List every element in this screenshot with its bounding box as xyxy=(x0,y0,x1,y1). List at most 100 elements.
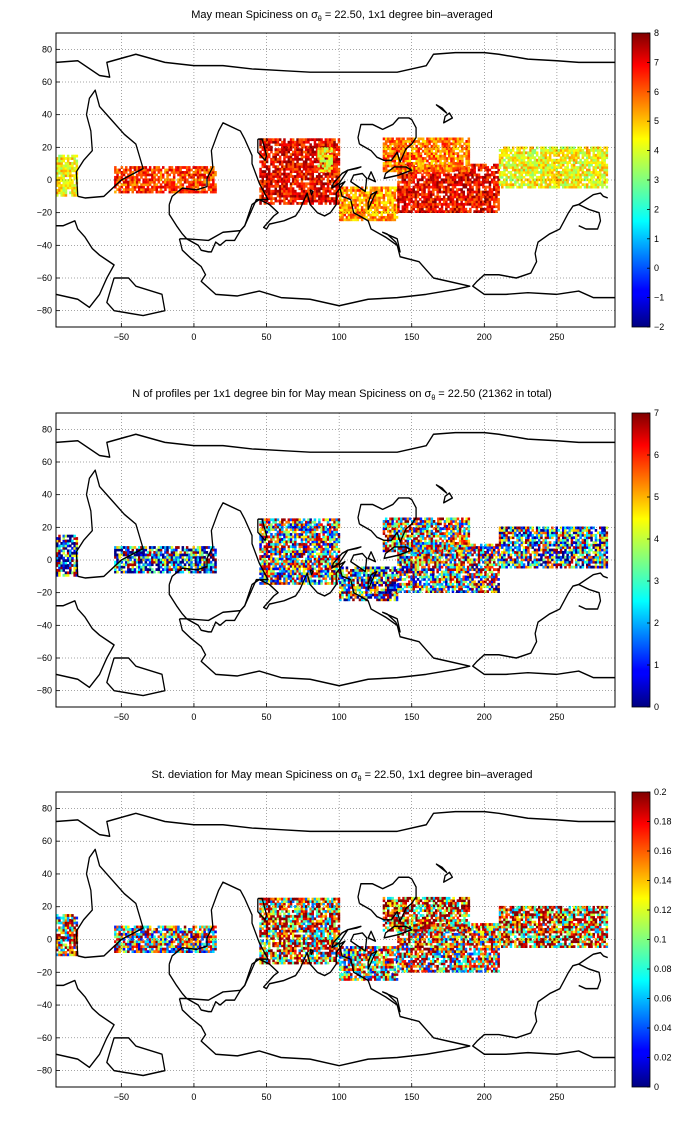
data-cell xyxy=(586,161,589,164)
data-cell xyxy=(170,563,174,567)
data-cell xyxy=(329,182,332,186)
data-cell xyxy=(283,197,286,200)
data-cell xyxy=(329,172,332,176)
data-cell xyxy=(374,196,377,200)
data-cell xyxy=(320,552,323,556)
data-cell xyxy=(318,535,321,539)
data-cell xyxy=(575,149,578,152)
data-cell xyxy=(192,185,195,189)
data-cell xyxy=(428,162,431,165)
data-cell xyxy=(335,143,338,147)
data-cell xyxy=(283,167,286,171)
data-cell xyxy=(265,157,269,161)
data-cell xyxy=(475,200,479,204)
data-cell xyxy=(278,202,282,205)
data-cell xyxy=(322,140,325,144)
data-cell xyxy=(140,570,143,574)
data-cell xyxy=(60,154,63,158)
data-cell xyxy=(488,207,492,211)
data-cell xyxy=(159,190,163,194)
data-cell xyxy=(122,178,126,182)
data-cell xyxy=(328,169,331,173)
data-cell xyxy=(172,180,176,184)
data-cell xyxy=(442,171,446,174)
data-cell xyxy=(535,183,539,187)
data-cell xyxy=(466,163,470,167)
data-cell xyxy=(177,178,180,182)
data-cell xyxy=(318,520,321,524)
data-cell xyxy=(540,166,543,169)
data-cell xyxy=(387,213,390,217)
data-cell xyxy=(335,160,338,164)
data-cell xyxy=(599,166,602,169)
data-cell xyxy=(324,138,328,142)
data-cell xyxy=(447,188,450,191)
data-cell xyxy=(448,137,451,141)
data-cell xyxy=(298,572,301,576)
data-cell xyxy=(315,552,319,556)
data-cell xyxy=(427,193,431,196)
data-cell xyxy=(497,198,500,201)
data-cell xyxy=(311,202,314,205)
data-cell xyxy=(127,188,130,191)
data-cell xyxy=(196,560,200,564)
data-cell xyxy=(421,195,424,199)
data-cell xyxy=(435,166,438,170)
data-cell xyxy=(318,560,321,563)
data-cell xyxy=(207,565,211,569)
data-cell xyxy=(320,194,323,198)
data-cell xyxy=(268,535,271,539)
data-cell xyxy=(60,164,63,168)
data-cell xyxy=(73,573,76,577)
data-cell xyxy=(64,171,68,175)
data-cell xyxy=(436,180,439,184)
data-cell xyxy=(509,151,513,155)
data-cell xyxy=(307,140,310,144)
data-cell xyxy=(395,208,399,212)
data-cell xyxy=(484,188,487,191)
data-cell xyxy=(583,158,587,162)
data-cell xyxy=(296,180,299,183)
data-cell xyxy=(438,171,442,174)
data-cell xyxy=(414,171,418,174)
data-cell xyxy=(590,171,593,174)
data-cell xyxy=(371,206,375,209)
data-cell xyxy=(319,147,322,151)
data-cell xyxy=(261,172,264,176)
data-cell xyxy=(322,564,325,568)
data-cell xyxy=(199,180,202,184)
data-cell xyxy=(287,189,291,193)
data-cell xyxy=(118,190,121,194)
data-cell xyxy=(285,189,288,193)
data-cell xyxy=(514,183,517,187)
data-cell xyxy=(140,188,143,191)
data-cell xyxy=(175,565,178,569)
data-cell xyxy=(127,553,130,557)
data-cell xyxy=(507,163,511,167)
data-cell xyxy=(406,162,410,165)
data-cell xyxy=(203,548,206,552)
data-cell xyxy=(268,202,271,205)
data-cell xyxy=(393,215,397,219)
data-cell xyxy=(305,170,308,173)
data-cell xyxy=(365,193,368,197)
data-cell xyxy=(594,146,598,150)
data-cell xyxy=(391,208,394,212)
data-cell xyxy=(378,218,381,222)
data-cell xyxy=(276,184,280,188)
panel-spiciness: May mean Spiciness on σθ = 22.50, 1x1 de… xyxy=(37,9,665,342)
data-cell xyxy=(389,198,392,202)
data-cell xyxy=(347,208,351,212)
data-cell xyxy=(488,193,492,196)
data-cell xyxy=(298,579,301,583)
data-cell xyxy=(417,164,420,168)
data-cell xyxy=(516,146,519,150)
data-cell xyxy=(291,143,295,147)
data-cell xyxy=(432,198,435,201)
data-cell xyxy=(387,147,390,151)
data-cell xyxy=(333,162,336,166)
data-cell xyxy=(464,202,468,206)
data-cell xyxy=(270,535,273,539)
data-cell xyxy=(270,533,273,536)
data-cell xyxy=(263,567,267,571)
